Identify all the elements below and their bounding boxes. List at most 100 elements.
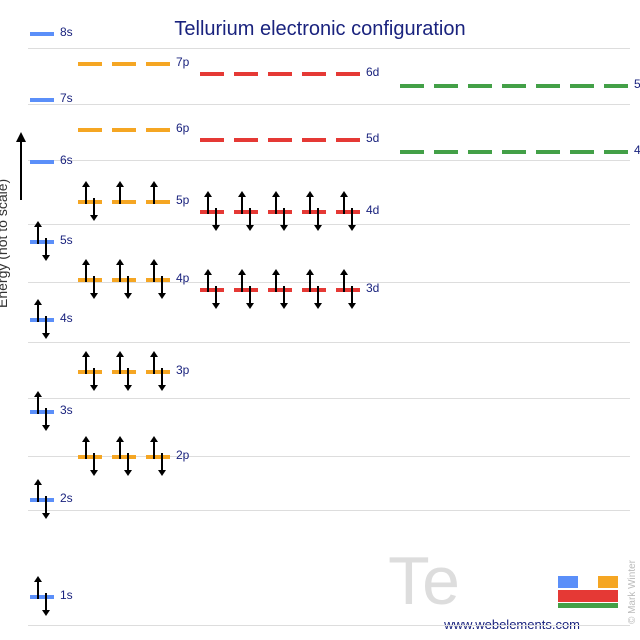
orbital-5f <box>570 84 594 88</box>
electron-down-icon <box>283 208 285 226</box>
chart-title: Tellurium electronic configuration <box>174 18 465 41</box>
electron-up-icon <box>37 304 39 322</box>
orbital-label-4p: 4p <box>176 271 189 285</box>
orbital-2p <box>78 455 102 459</box>
gridline <box>28 398 630 399</box>
gridline <box>28 282 630 283</box>
electron-down-icon <box>161 453 163 471</box>
orbital-4f <box>400 150 424 154</box>
electron-down-icon <box>161 368 163 386</box>
orbital-4p <box>146 278 170 282</box>
electron-up-icon <box>241 196 243 214</box>
electron-down-icon <box>45 408 47 426</box>
electron-up-icon <box>275 196 277 214</box>
electron-up-icon <box>275 274 277 292</box>
electron-up-icon <box>119 264 121 282</box>
orbital-label-4d: 4d <box>366 203 379 217</box>
orbital-5f <box>434 84 458 88</box>
orbital-4p <box>78 278 102 282</box>
electron-down-icon <box>127 453 129 471</box>
electron-down-icon <box>351 208 353 226</box>
orbital-5d <box>302 138 326 142</box>
orbital-label-2p: 2p <box>176 448 189 462</box>
orbital-4f <box>502 150 526 154</box>
orbital-label-6p: 6p <box>176 121 189 135</box>
electron-down-icon <box>45 316 47 334</box>
orbital-4f <box>468 150 492 154</box>
orbital-4s <box>30 318 54 322</box>
electron-up-icon <box>37 396 39 414</box>
electron-up-icon <box>37 581 39 599</box>
orbital-3p <box>112 370 136 374</box>
electron-down-icon <box>45 496 47 514</box>
orbital-3d <box>268 288 292 292</box>
electron-down-icon <box>93 198 95 216</box>
orbital-4f <box>604 150 628 154</box>
orbital-6p <box>146 128 170 132</box>
electron-up-icon <box>153 264 155 282</box>
gridline <box>28 224 630 225</box>
orbital-5d <box>234 138 258 142</box>
orbital-3d <box>234 288 258 292</box>
electron-up-icon <box>309 274 311 292</box>
orbital-6d <box>234 72 258 76</box>
element-symbol: Te <box>388 542 460 620</box>
electron-up-icon <box>241 274 243 292</box>
orbital-5p <box>146 200 170 204</box>
orbital-5d <box>200 138 224 142</box>
orbital-label-4s: 4s <box>60 311 73 325</box>
electron-down-icon <box>317 286 319 304</box>
energy-arrow-icon <box>20 140 22 200</box>
orbital-5f <box>468 84 492 88</box>
credit-text: © Mark Winter <box>627 560 638 624</box>
orbital-4d <box>302 210 326 214</box>
gridline <box>28 625 630 626</box>
orbital-4d <box>268 210 292 214</box>
orbital-3d <box>336 288 360 292</box>
gridline <box>28 510 630 511</box>
orbital-label-1s: 1s <box>60 588 73 602</box>
orbital-7s <box>30 98 54 102</box>
orbital-label-6d: 6d <box>366 65 379 79</box>
electron-up-icon <box>207 274 209 292</box>
orbital-5f <box>502 84 526 88</box>
electron-up-icon <box>309 196 311 214</box>
orbital-7p <box>146 62 170 66</box>
orbital-5f <box>536 84 560 88</box>
electron-up-icon <box>85 264 87 282</box>
orbital-3s <box>30 410 54 414</box>
orbital-5d <box>336 138 360 142</box>
orbital-label-7s: 7s <box>60 91 73 105</box>
y-axis-label: Energy (not to scale) <box>0 179 10 308</box>
electron-up-icon <box>343 196 345 214</box>
gridline <box>28 342 630 343</box>
electron-down-icon <box>249 208 251 226</box>
electron-down-icon <box>127 276 129 294</box>
orbital-label-5f: 5f <box>634 77 640 91</box>
orbital-8s <box>30 32 54 36</box>
orbital-5d <box>268 138 292 142</box>
orbital-label-4f: 4f <box>634 143 640 157</box>
electron-up-icon <box>37 226 39 244</box>
electron-up-icon <box>85 356 87 374</box>
gridline <box>28 104 630 105</box>
orbital-5s <box>30 240 54 244</box>
orbital-7p <box>78 62 102 66</box>
electron-up-icon <box>153 441 155 459</box>
electron-down-icon <box>45 238 47 256</box>
orbital-4d <box>336 210 360 214</box>
electron-down-icon <box>127 368 129 386</box>
electron-up-icon <box>119 186 121 204</box>
orbital-label-6s: 6s <box>60 153 73 167</box>
orbital-label-3s: 3s <box>60 403 73 417</box>
electron-down-icon <box>161 276 163 294</box>
orbital-3p <box>78 370 102 374</box>
electron-down-icon <box>249 286 251 304</box>
orbital-6d <box>268 72 292 76</box>
electron-down-icon <box>317 208 319 226</box>
electron-up-icon <box>153 186 155 204</box>
electron-down-icon <box>215 286 217 304</box>
orbital-label-5d: 5d <box>366 131 379 145</box>
orbital-label-5s: 5s <box>60 233 73 247</box>
gridline <box>28 48 630 49</box>
